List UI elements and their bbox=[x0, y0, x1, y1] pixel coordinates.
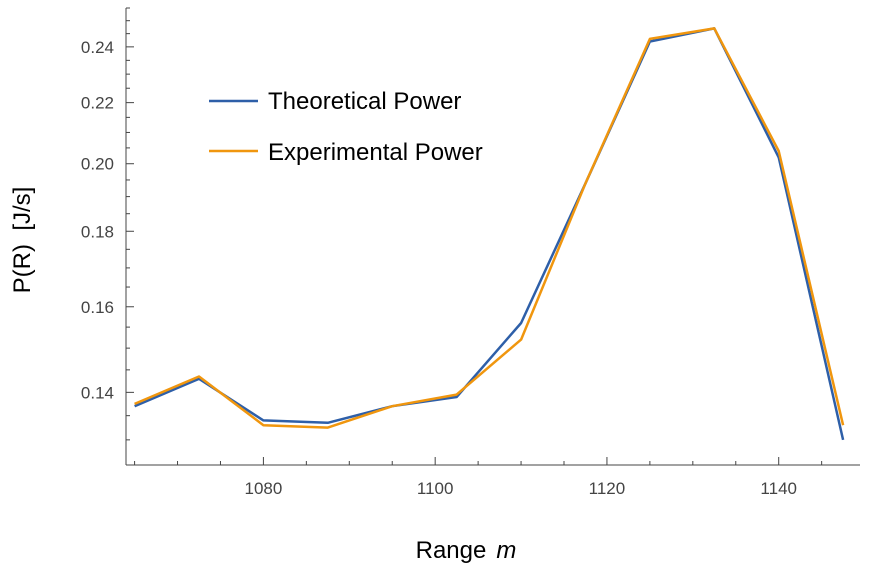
y-tick-label: 0.16 bbox=[81, 298, 114, 317]
legend: Theoretical Power Experimental Power bbox=[209, 88, 483, 166]
axes: 1080 1100 1120 1140 0.14 0.16 0.18 0.20 0.22 0.2… bbox=[81, 7, 860, 498]
x-axis-title: Range m bbox=[416, 537, 517, 564]
y-axis-title: P(R) [J/s] bbox=[9, 187, 36, 294]
series-line-experimental bbox=[134, 27, 845, 429]
x-tick-label: 1140 bbox=[760, 479, 797, 498]
series-line-theoretical bbox=[134, 27, 845, 441]
legend-label-theoretical: Theoretical Power bbox=[268, 88, 461, 115]
y-tick-label: 0.24 bbox=[81, 38, 114, 57]
legend-label-experimental: Experimental Power bbox=[268, 139, 483, 166]
y-tick-label: 0.20 bbox=[81, 155, 114, 174]
x-axis-title-unit: m bbox=[496, 537, 516, 564]
x-axis-title-text: Range bbox=[416, 537, 487, 564]
x-ticks: 1080 1100 1120 1140 bbox=[134, 457, 823, 498]
x-tick-label: 1120 bbox=[589, 479, 626, 498]
y-tick-label: 0.18 bbox=[81, 222, 114, 241]
y-tick-label: 0.14 bbox=[81, 383, 114, 402]
y-ticks: 0.14 0.16 0.18 0.20 0.22 0.24 bbox=[81, 7, 134, 441]
series-layer bbox=[134, 27, 845, 441]
x-tick-label: 1080 bbox=[244, 479, 282, 498]
y-tick-label: 0.22 bbox=[81, 94, 114, 113]
x-tick-label: 1100 bbox=[417, 479, 454, 498]
